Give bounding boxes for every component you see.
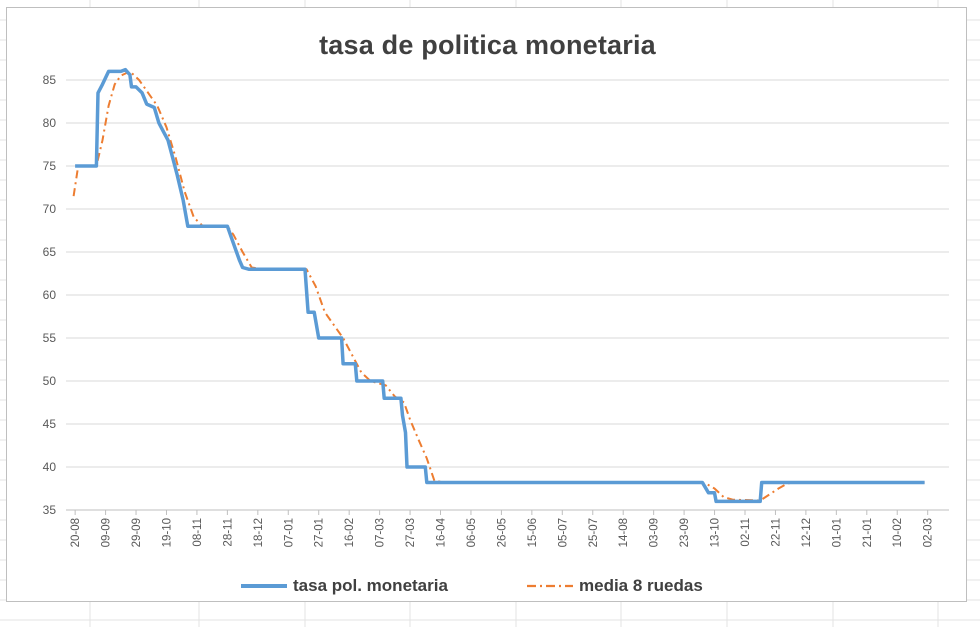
y-tick-label: 45: [43, 417, 57, 431]
x-tick-label: 27-03: [405, 518, 417, 547]
legend-label: tasa pol. monetaria: [293, 576, 448, 595]
chart-area[interactable]: tasa de politica monetaria 35 40 45 50 55 60 6…: [6, 7, 967, 602]
y-tick-label: 55: [43, 331, 57, 345]
y-tick-label: 60: [43, 288, 57, 302]
x-tick-label: 22-11: [770, 518, 782, 547]
x-tick-label: 14-08: [618, 518, 630, 547]
x-tick-label: 12-12: [801, 518, 813, 547]
series-line-media-8-ruedas: [72, 70, 925, 502]
x-tick-label: 01-01: [831, 518, 843, 547]
x-tick-label: 19-10: [161, 518, 173, 547]
chart-legend: tasa pol. monetaria media 8 ruedas: [7, 574, 968, 598]
y-tick-label: 40: [43, 460, 57, 474]
legend-solid-line-icon: [241, 584, 287, 588]
x-tick-label: 25-07: [588, 518, 600, 547]
legend-dash-dot-line-icon: [527, 584, 573, 588]
x-tick-label: 27-01: [314, 518, 326, 547]
x-tick-label: 06-05: [466, 518, 478, 547]
y-tick-label: 65: [43, 245, 57, 259]
y-tick-label: 85: [43, 73, 57, 87]
plot-area: 35 40 45 50 55 60 65 70 75 80 85 20-08 09-09 29-09 19-…: [43, 67, 949, 547]
legend-item-media-8-ruedas: media 8 ruedas: [527, 574, 703, 598]
y-tick-label: 80: [43, 116, 57, 130]
y-tick-label: 75: [43, 159, 57, 173]
x-tick-label: 23-09: [679, 518, 691, 547]
x-tick-label: 20-08: [70, 518, 82, 547]
x-tick-label: 16-04: [436, 517, 448, 547]
y-tick-label: 35: [43, 503, 57, 517]
x-tick-label: 13-10: [710, 518, 722, 547]
x-tick-label: 03-09: [649, 518, 661, 547]
series-line-tasa-pol-monetaria: [75, 67, 925, 504]
x-tick-label: 16-02: [344, 518, 356, 547]
x-tick-label: 26-05: [496, 518, 508, 547]
chart-title: tasa de politica monetaria: [319, 30, 656, 60]
x-tick-label: 29-09: [131, 518, 143, 547]
x-tick-label: 09-09: [101, 518, 113, 547]
y-tick-label: 50: [43, 374, 57, 388]
x-tick-label: 05-07: [557, 518, 569, 547]
y-tick-label: 70: [43, 202, 57, 216]
x-tick-label: 07-01: [283, 518, 295, 547]
legend-item-tasa-pol-monetaria: tasa pol. monetaria: [241, 574, 448, 598]
x-tick-label: 10-02: [892, 518, 904, 547]
x-tick-label: 15-06: [527, 518, 539, 547]
x-tick-label: 02-03: [923, 518, 935, 547]
x-tick-label: 21-01: [862, 518, 874, 547]
x-tick-label: 02-11: [740, 518, 752, 547]
x-tick-label: 08-11: [192, 518, 204, 547]
x-tick-label: 07-03: [375, 518, 387, 547]
legend-label: media 8 ruedas: [579, 576, 703, 595]
x-tick-label: 28-11: [222, 518, 234, 547]
x-tick-label: 18-12: [253, 518, 265, 547]
